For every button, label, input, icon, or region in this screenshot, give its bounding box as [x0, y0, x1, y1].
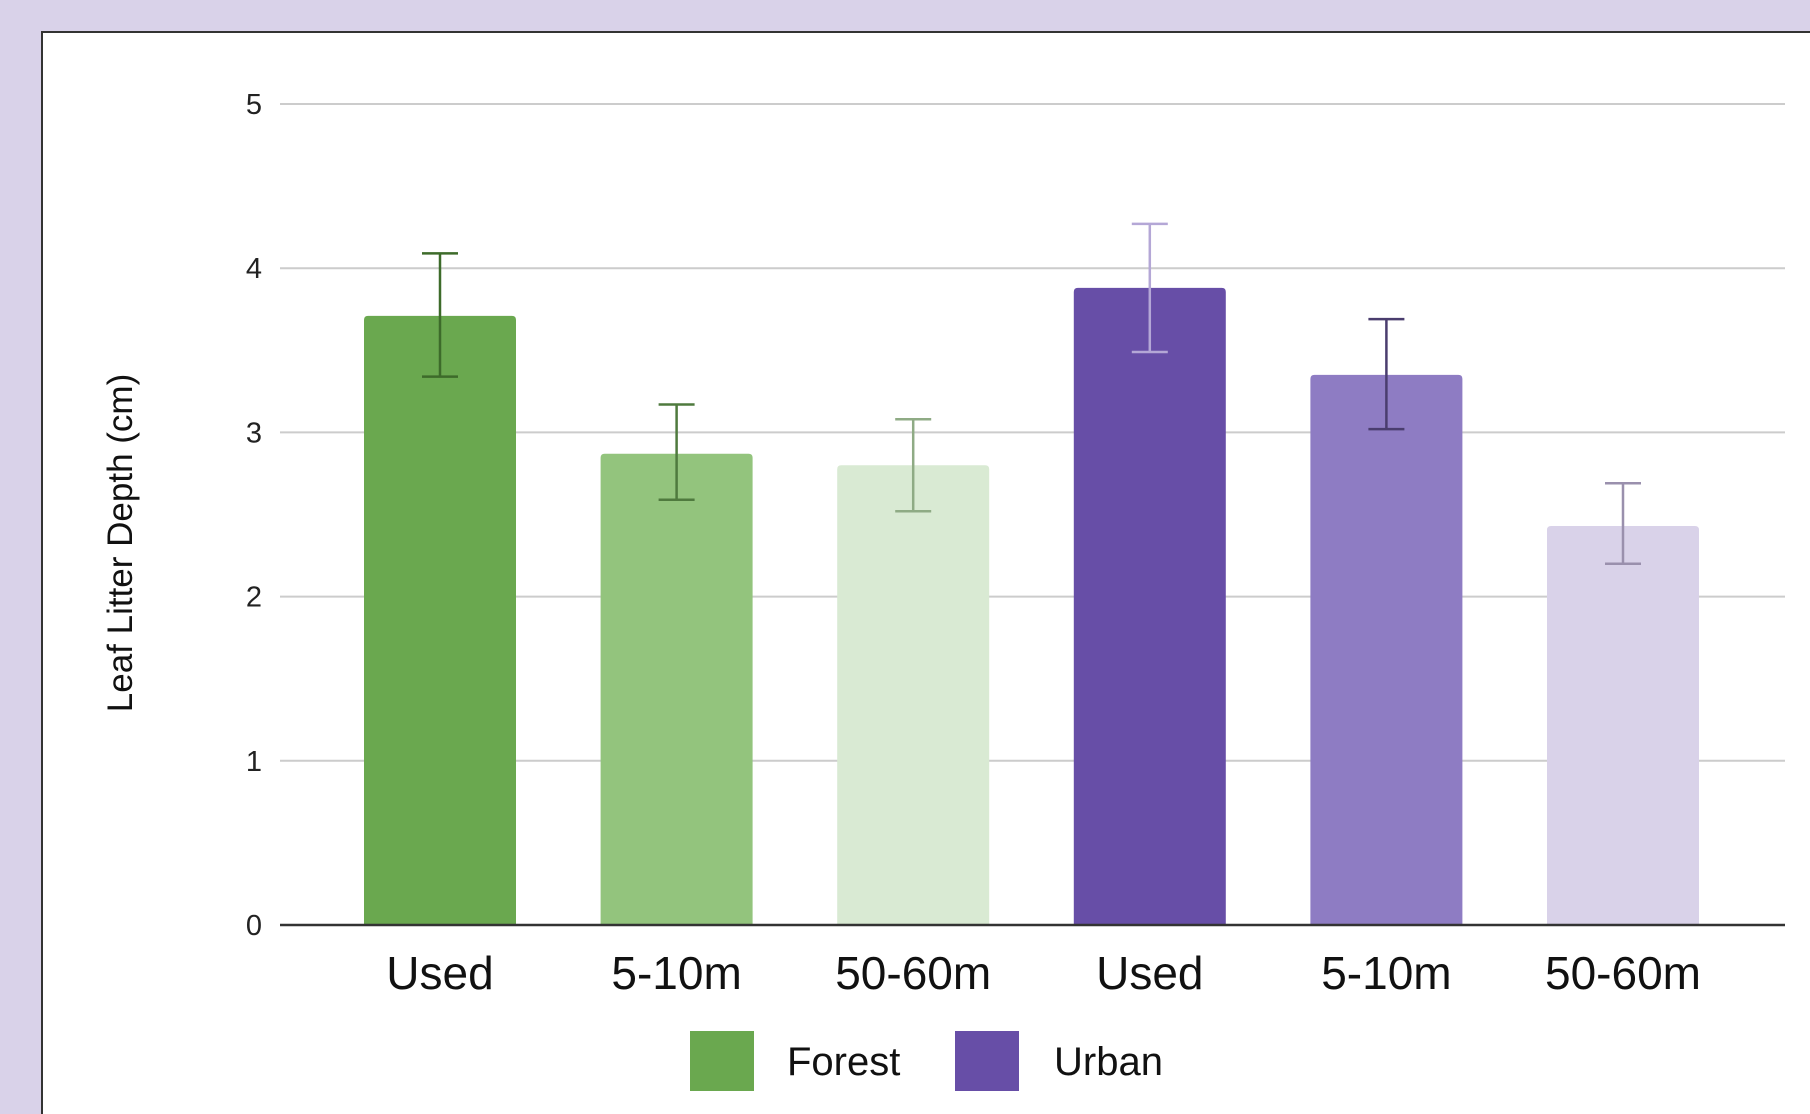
x-tick-label: 50-60m — [835, 947, 991, 999]
error-bar — [422, 252, 458, 378]
x-tick-label: 5-10m — [1321, 947, 1451, 999]
y-tick-label: 0 — [246, 910, 262, 942]
legend-label: Urban — [1054, 1040, 1163, 1084]
bar-urban-50-60m — [1547, 525, 1699, 925]
axes: 0 1 2 3 4 5 Used 5-10m 50-60m Used 5-10m 50-60m — [246, 89, 1785, 999]
bar-urban-5-10m — [1310, 374, 1463, 925]
bar-urban-used — [1073, 287, 1226, 925]
bar-forest-5-10m — [600, 453, 753, 925]
y-tick-label: 3 — [246, 417, 262, 449]
legend-label: Forest — [787, 1040, 900, 1084]
legend-swatch — [690, 1031, 754, 1091]
error-bar — [1605, 482, 1641, 566]
legend-item-urban: Urban — [955, 1031, 1163, 1091]
legend-swatch — [955, 1031, 1019, 1091]
error-bar — [1131, 222, 1168, 354]
error-bar — [895, 418, 932, 513]
error-bar — [658, 403, 695, 501]
y-tick-label: 4 — [246, 253, 262, 285]
y-axis-title: Leaf Litter Depth (cm) — [101, 374, 140, 712]
y-tick-label: 5 — [246, 89, 262, 121]
legend: Forest Urban — [690, 1031, 1163, 1091]
bar-forest-50-60m — [837, 465, 990, 925]
bar-forest-used — [364, 315, 516, 925]
x-tick-label: 5-10m — [611, 947, 741, 999]
x-tick-label: Used — [1096, 947, 1203, 999]
error-bar — [1368, 317, 1405, 431]
y-tick-label: 2 — [246, 582, 262, 614]
bars — [364, 287, 1699, 925]
error-bars — [422, 222, 1641, 566]
x-tick-label: Used — [386, 947, 493, 999]
y-tick-label: 1 — [246, 746, 262, 778]
legend-item-forest: Forest — [690, 1031, 900, 1091]
x-tick-label: 50-60m — [1545, 947, 1701, 999]
gridlines — [280, 103, 1785, 762]
